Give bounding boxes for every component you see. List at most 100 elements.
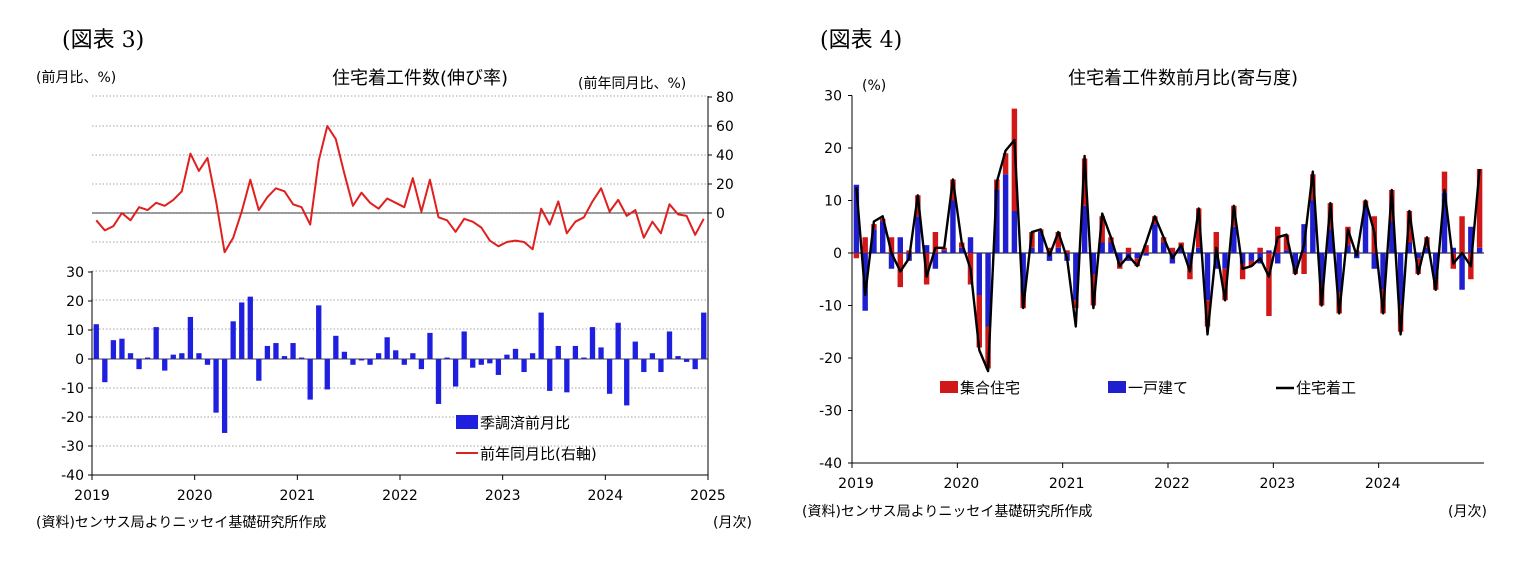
multi-family-bar <box>1213 232 1219 253</box>
single-family-bar <box>1406 242 1413 253</box>
x-tick-label: 2021 <box>1049 476 1085 492</box>
mom-bar <box>658 359 664 373</box>
single-family-bar <box>1222 253 1228 269</box>
mom-bar <box>136 359 142 370</box>
x-axis-unit: (月次) <box>713 515 752 531</box>
mom-bar <box>624 359 630 406</box>
mom-bar <box>316 305 322 359</box>
single-family-bar <box>1213 253 1219 269</box>
single-family-bar <box>1362 205 1369 253</box>
mom-bar <box>281 356 288 359</box>
single-family-bar <box>967 237 974 253</box>
y-tick-label: -20 <box>61 410 84 426</box>
single-family-bar <box>1283 250 1290 253</box>
single-family-bar <box>1073 253 1079 301</box>
multi-family-bar <box>1196 208 1202 248</box>
x-tick-label: 2021 <box>280 488 316 504</box>
y-tick-label: -30 <box>61 439 84 455</box>
y-tick-label: -40 <box>819 456 842 472</box>
legend-total-label: 住宅着工 <box>1296 379 1356 397</box>
multi-family-bar <box>1125 247 1132 253</box>
figure-4-label: (図表 4) <box>820 28 903 53</box>
y2-tick-label: 40 <box>716 148 734 164</box>
mom-bar <box>213 359 219 413</box>
mom-bar <box>529 353 536 359</box>
y-tick-label: 0 <box>75 352 84 368</box>
single-family-bar <box>1415 253 1421 259</box>
multi-family-bar <box>1301 253 1307 274</box>
multi-family-bar <box>941 247 947 251</box>
right-axis-unit: (前年同月比、%) <box>578 75 686 92</box>
mom-bar <box>649 353 656 359</box>
multi-family-bar <box>1222 268 1228 301</box>
mom-bar <box>350 359 356 365</box>
multi-family-bar <box>1152 216 1158 225</box>
mom-bar <box>256 359 262 381</box>
multi-family-bar <box>1476 169 1483 248</box>
single-family-bar <box>994 190 1000 253</box>
single-family-bar <box>1248 253 1255 261</box>
mom-bar <box>93 324 99 359</box>
mom-bar <box>307 359 313 400</box>
y-tick-label: 20 <box>824 141 842 157</box>
multi-family-bar <box>1055 232 1061 248</box>
mom-bar <box>606 359 613 394</box>
mom-bar <box>410 353 416 359</box>
single-family-bar <box>976 253 982 295</box>
single-family-bar <box>1108 242 1114 253</box>
single-family-bar <box>1152 224 1158 253</box>
mom-bar <box>324 359 330 390</box>
mom-bar <box>538 312 544 359</box>
y-tick-label: -40 <box>61 468 84 484</box>
y2-tick-label: 0 <box>716 206 725 222</box>
left-axis-unit: (前月比、%) <box>36 69 116 86</box>
single-family-bar <box>1038 232 1044 253</box>
source-note: (資料)センサス局よりニッセイ基礎研究所作成 <box>802 503 1092 520</box>
x-tick-label: 2023 <box>485 488 521 504</box>
single-family-bar <box>1239 253 1246 264</box>
single-family-bar <box>1178 247 1184 253</box>
single-family-bar <box>1020 253 1026 293</box>
mom-bar <box>615 322 621 359</box>
mom-bar <box>358 359 365 361</box>
x-axis-unit: (月次) <box>1448 504 1487 520</box>
multi-family-bar <box>1283 234 1290 251</box>
x-tick-label: 2020 <box>944 476 980 492</box>
single-family-bar <box>897 237 903 253</box>
single-family-bar <box>1204 253 1211 301</box>
chart-title: 住宅着工件数(伸び率) <box>332 68 508 89</box>
single-family-bar <box>880 221 886 253</box>
mom-bar <box>666 331 673 359</box>
x-tick-label: 2022 <box>1154 476 1190 492</box>
mom-bar <box>452 359 459 387</box>
legend-bar-label: 季調済前月比 <box>480 414 570 432</box>
single-family-bar <box>1468 226 1474 253</box>
single-family-bar <box>1441 192 1448 253</box>
single-family-bar <box>1318 253 1325 285</box>
figure-4-chart: 住宅着工件数前月比(寄与度) (%) -40 -30 -20 -10 0 10 20 30 2019… <box>802 68 1487 520</box>
mom-bar <box>384 337 390 359</box>
x-tick-label: 2022 <box>382 488 418 504</box>
y-tick-label: -30 <box>819 404 842 420</box>
mom-bar <box>273 343 279 359</box>
y-tick-label: -10 <box>819 299 842 315</box>
legend-single-swatch <box>1108 381 1126 393</box>
single-family-bar <box>959 247 965 253</box>
single-family-bar <box>1029 247 1035 253</box>
y2-tick-label: 60 <box>716 119 734 135</box>
single-family-bar <box>1450 247 1456 253</box>
x-tick-label: 2019 <box>838 476 874 492</box>
mom-bar <box>521 359 527 373</box>
multi-family-bar <box>1248 260 1255 267</box>
y-tick-label: 30 <box>66 265 84 281</box>
single-family-bar <box>1397 253 1404 306</box>
y-tick-label: 20 <box>66 294 84 310</box>
single-family-bar <box>1099 242 1105 253</box>
legend-bar-swatch <box>456 415 478 429</box>
mom-bar <box>683 359 690 362</box>
single-family-bar <box>1310 200 1316 253</box>
single-family-bar <box>1160 242 1167 253</box>
single-family-bar <box>1345 245 1351 253</box>
y-tick-label: 0 <box>833 246 842 262</box>
single-family-bar <box>1196 247 1202 253</box>
